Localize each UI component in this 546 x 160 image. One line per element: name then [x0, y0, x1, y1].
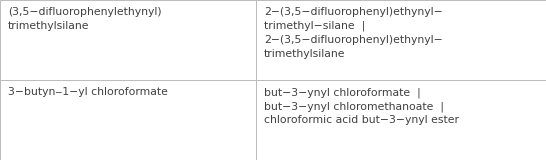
Text: 2−(3,5−difluorophenyl)ethynyl−
trimethyl−silane  |
2−(3,5−difluorophenyl)ethynyl: 2−(3,5−difluorophenyl)ethynyl− trimethyl…: [264, 7, 442, 59]
Text: 3−butyn‒1−yl chloroformate: 3−butyn‒1−yl chloroformate: [8, 87, 168, 97]
Text: but−3−ynyl chloroformate  |
but−3−ynyl chloromethanoate  |
chloroformic acid but: but−3−ynyl chloroformate | but−3−ynyl ch…: [264, 87, 459, 125]
Text: (3,5−difluorophenylethynyl)
trimethylsilane: (3,5−difluorophenylethynyl) trimethylsil…: [8, 7, 162, 31]
